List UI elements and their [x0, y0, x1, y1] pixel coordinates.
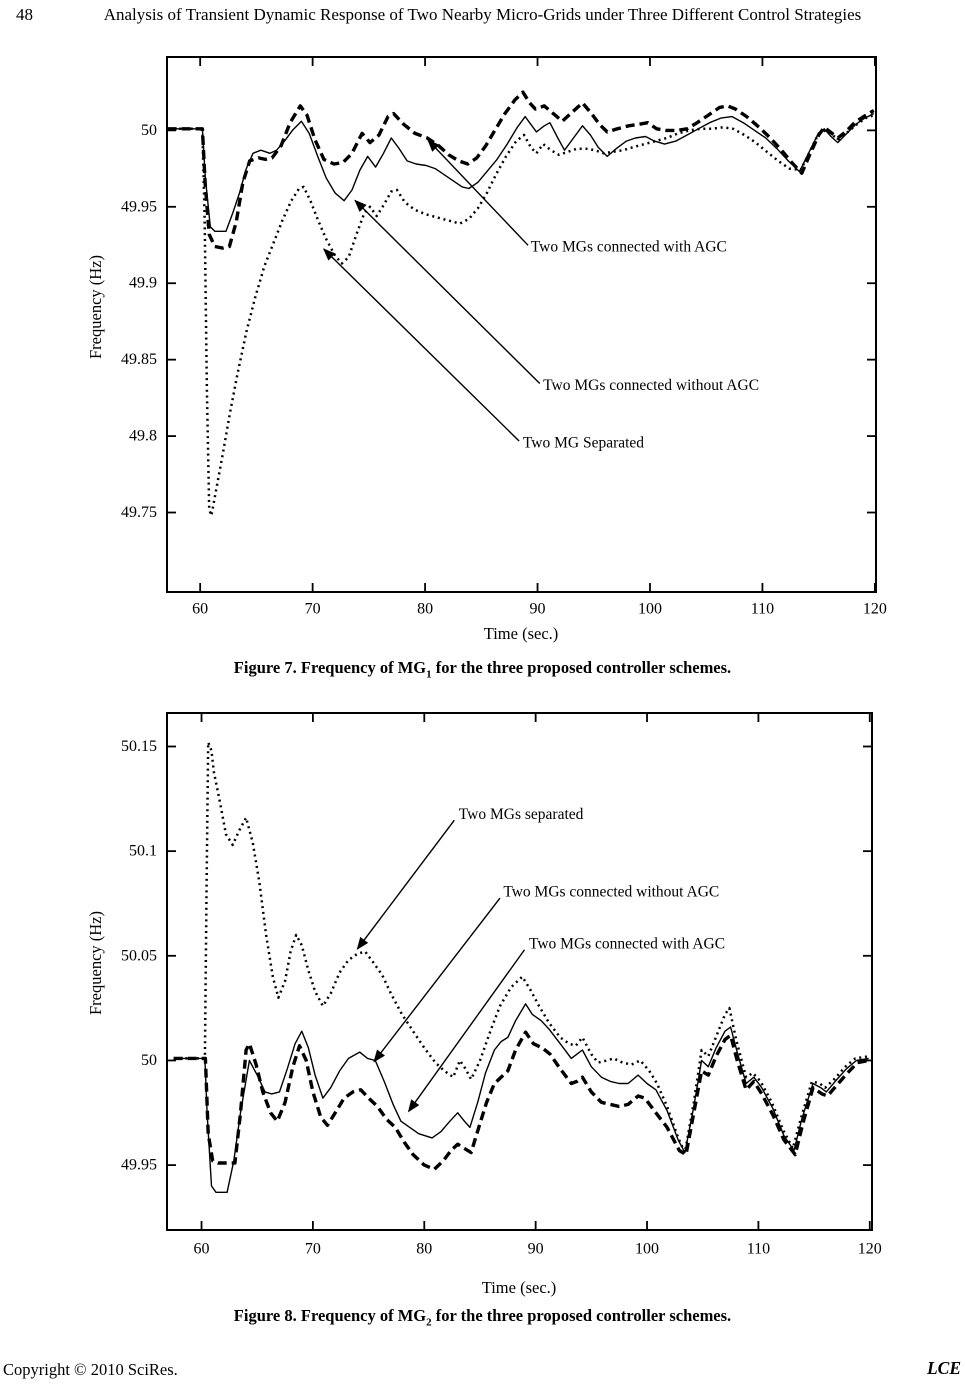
x-tick-label: 70: [305, 1241, 321, 1258]
x-tick-label: 70: [305, 601, 321, 618]
figure8-caption: Figure 8. Frequency of MG2 for the three…: [0, 1306, 965, 1328]
annotation-arrow: [354, 199, 541, 385]
x-tick-label: 100: [638, 601, 662, 618]
y-tick-label: 50.15: [121, 738, 157, 755]
figure8-chart: 60 70 80 90 100 110 120 50.15 50.1 50.05 50 49.95 Tw…: [121, 712, 882, 1258]
plot-border: [166, 56, 877, 593]
figure8-caption-suffix: for the three proposed controller scheme…: [431, 1306, 732, 1325]
figure7-caption-suffix: for the three proposed controller scheme…: [431, 658, 732, 677]
series-line: [173, 741, 869, 1154]
annotation-arrow: [427, 139, 529, 246]
x-tick-label: 90: [530, 601, 546, 618]
figure7-caption-subscript: 1: [426, 668, 432, 681]
x-tick-label: 60: [194, 1241, 210, 1258]
y-tick-label: 49.95: [121, 1157, 157, 1174]
annotation-arrow: [373, 897, 501, 1063]
y-tick-label: 50: [141, 122, 157, 139]
series-line: [167, 112, 875, 232]
figure7-chart: 60 70 80 90 100 110 120 50 49.95 49.9 49.85 49.8 49.…: [121, 56, 887, 618]
page-number: 48: [16, 5, 33, 24]
figure7-y-axis-label: Frequency (Hz): [86, 255, 105, 359]
figure8-y-axis-label: Frequency (Hz): [86, 911, 105, 1015]
figure8-caption-subscript: 2: [426, 1316, 432, 1329]
running-title: Analysis of Transient Dynamic Response o…: [103, 5, 862, 24]
x-tick-label: 80: [417, 601, 433, 618]
x-tick-label: 120: [858, 1241, 882, 1258]
annotation-arrow: [356, 819, 455, 950]
x-tick-label: 100: [635, 1241, 659, 1258]
journal-abbreviation: LCE: [926, 1358, 961, 1378]
annotation-label: Two MGs connected without AGC: [543, 377, 759, 394]
y-tick-label: 49.95: [121, 198, 157, 215]
series-line: [167, 90, 875, 250]
x-tick-label: 110: [751, 601, 774, 618]
copyright-notice: Copyright © 2010 SciRes.: [3, 1360, 178, 1379]
series-line: [173, 1030, 870, 1171]
series-line: [173, 1003, 869, 1193]
figure8-caption-prefix: Figure 8. Frequency of MG: [233, 1306, 427, 1325]
figure8-x-axis-label: Time (sec.): [481, 1278, 557, 1297]
x-tick-label: 80: [416, 1241, 432, 1258]
figure7-x-axis-label: Time (sec.): [483, 624, 559, 643]
annotation-arrow: [407, 949, 526, 1113]
plot-border: [166, 712, 873, 1231]
annotation-label: Two MGs connected without AGC: [503, 883, 719, 900]
series-line: [167, 113, 875, 517]
annotation-label: Two MG Separated: [523, 434, 644, 451]
x-tick-label: 60: [192, 601, 208, 618]
figure7-caption: Figure 7. Frequency of MG1 for the three…: [0, 658, 965, 680]
annotation-label: Two MGs separated: [459, 806, 584, 823]
x-tick-label: 110: [747, 1241, 770, 1258]
annotation-arrow: [322, 248, 520, 442]
y-tick-label: 50: [141, 1052, 157, 1069]
annotation-label: Two MGs connected with AGC: [529, 935, 725, 952]
y-tick-label: 50.05: [121, 947, 157, 964]
annotation-label: Two MGs connected with AGC: [531, 239, 727, 256]
x-tick-label: 90: [528, 1241, 544, 1258]
y-tick-label: 49.85: [121, 351, 157, 368]
y-tick-label: 50.1: [129, 843, 157, 860]
y-tick-label: 49.9: [129, 275, 157, 292]
x-tick-label: 120: [863, 601, 887, 618]
y-tick-label: 49.8: [129, 428, 157, 445]
figure7-caption-prefix: Figure 7. Frequency of MG: [233, 658, 427, 677]
y-tick-label: 49.75: [121, 504, 157, 521]
